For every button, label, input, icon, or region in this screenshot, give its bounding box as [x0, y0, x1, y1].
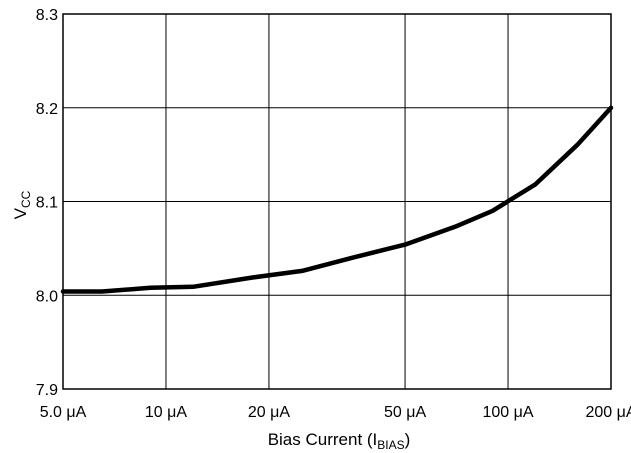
x-tick-labels: 5.0 μA 10 μA 20 μA 50 μA 100 μA 200 μA [40, 404, 631, 421]
x-axis-title-sub: BIAS [377, 438, 404, 452]
y-tick-labels: 7.9 8.0 8.1 8.2 8.3 [36, 7, 58, 399]
y-tick-label-2: 8.1 [36, 195, 58, 212]
series-line-0 [60, 105, 614, 294]
plot-frame [62, 13, 612, 390]
y-tick-label-4: 8.3 [36, 7, 58, 24]
y-axis-title-sub: CC [19, 190, 33, 208]
y-tick-label-3: 8.2 [36, 101, 58, 118]
plot-border [62, 13, 612, 390]
x-tick-label-5: 200 μA [585, 404, 631, 421]
x-tick-label-3: 50 μA [384, 404, 426, 421]
x-axis-title: Bias Current (IBIAS) [268, 430, 411, 452]
x-tick-label-0: 5.0 μA [40, 404, 87, 421]
x-axis-title-main: Bias Current (I [268, 430, 378, 449]
x-tick-label-1: 10 μA [145, 404, 187, 421]
y-axis-title-main: V [11, 207, 30, 219]
x-axis-title-end: ) [405, 430, 411, 449]
y-tick-label-1: 8.0 [36, 288, 58, 305]
y-tick-label-0: 7.9 [36, 382, 58, 399]
x-tick-label-2: 20 μA [248, 404, 290, 421]
y-axis-title: VCC [11, 190, 33, 219]
grid-lines [62, 13, 612, 390]
series-group [60, 105, 614, 294]
x-tick-label-4: 100 μA [483, 404, 534, 421]
